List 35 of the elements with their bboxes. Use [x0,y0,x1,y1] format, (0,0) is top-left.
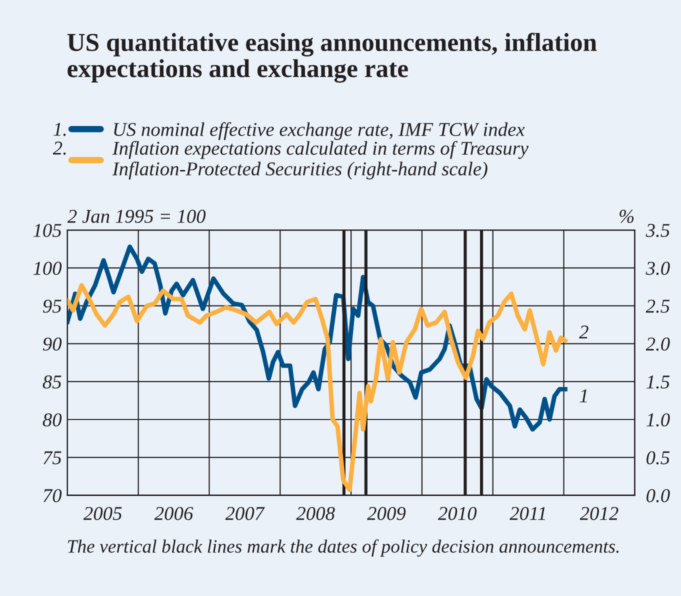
x-tick-label: 2005 [83,506,122,520]
y2-tick-label: 1.0 [646,413,670,427]
annotation: 1 [580,389,587,402]
y-tick-label: 95 [42,300,62,313]
y2-tick-label: 2.0 [646,338,670,351]
text: The vertical black lines mark the dates of policy decision announcements. [68,539,619,557]
y-tick-label: 100 [33,262,62,275]
y2-axis-title: % [620,210,634,223]
annotation: 2 [579,326,588,338]
line-series [67,283,568,492]
y2-tick-label: 2.5 [646,300,670,313]
legend-label: Inflation expectations calculated in terms of Treasury Inflation-Protected Securities (right-hand scale) [112,140,529,180]
legend-label: US nominal effective exchange rate, IMF TCW index [114,122,525,140]
x-tick-label: 2007 [225,506,265,520]
text: 1. [54,122,66,136]
x-tick-label: 2012 [580,506,618,520]
y2-tick-label: 0.0 [646,489,670,502]
x-tick-label: 2010 [438,506,477,520]
y2-tick-label: 3.5 [646,224,670,238]
y-tick-label: 80 [42,413,62,426]
x-tick-label: 2008 [296,506,335,520]
y-tick-label: 75 [44,451,62,464]
y-tick-label: 90 [42,338,62,351]
y-tick-label: 105 [33,224,62,237]
y-tick-label: 70 [44,489,62,502]
chart-title: US quantitative easing announcements, inflation expectations and exchange rate [67,32,597,83]
y2-tick-label: 3.0 [646,262,670,275]
y2-tick-label: 1.5 [646,376,670,389]
x-tick-label: 2006 [154,506,194,520]
text: 2. [52,142,66,155]
x-tick-label: 2011 [510,506,545,520]
x-tick-label: 2009 [367,506,406,520]
y-axis-title: 2 Jan 1995 = 100 [67,210,206,223]
y-tick-label: 85 [42,375,62,389]
y2-tick-label: 0.5 [646,451,670,464]
